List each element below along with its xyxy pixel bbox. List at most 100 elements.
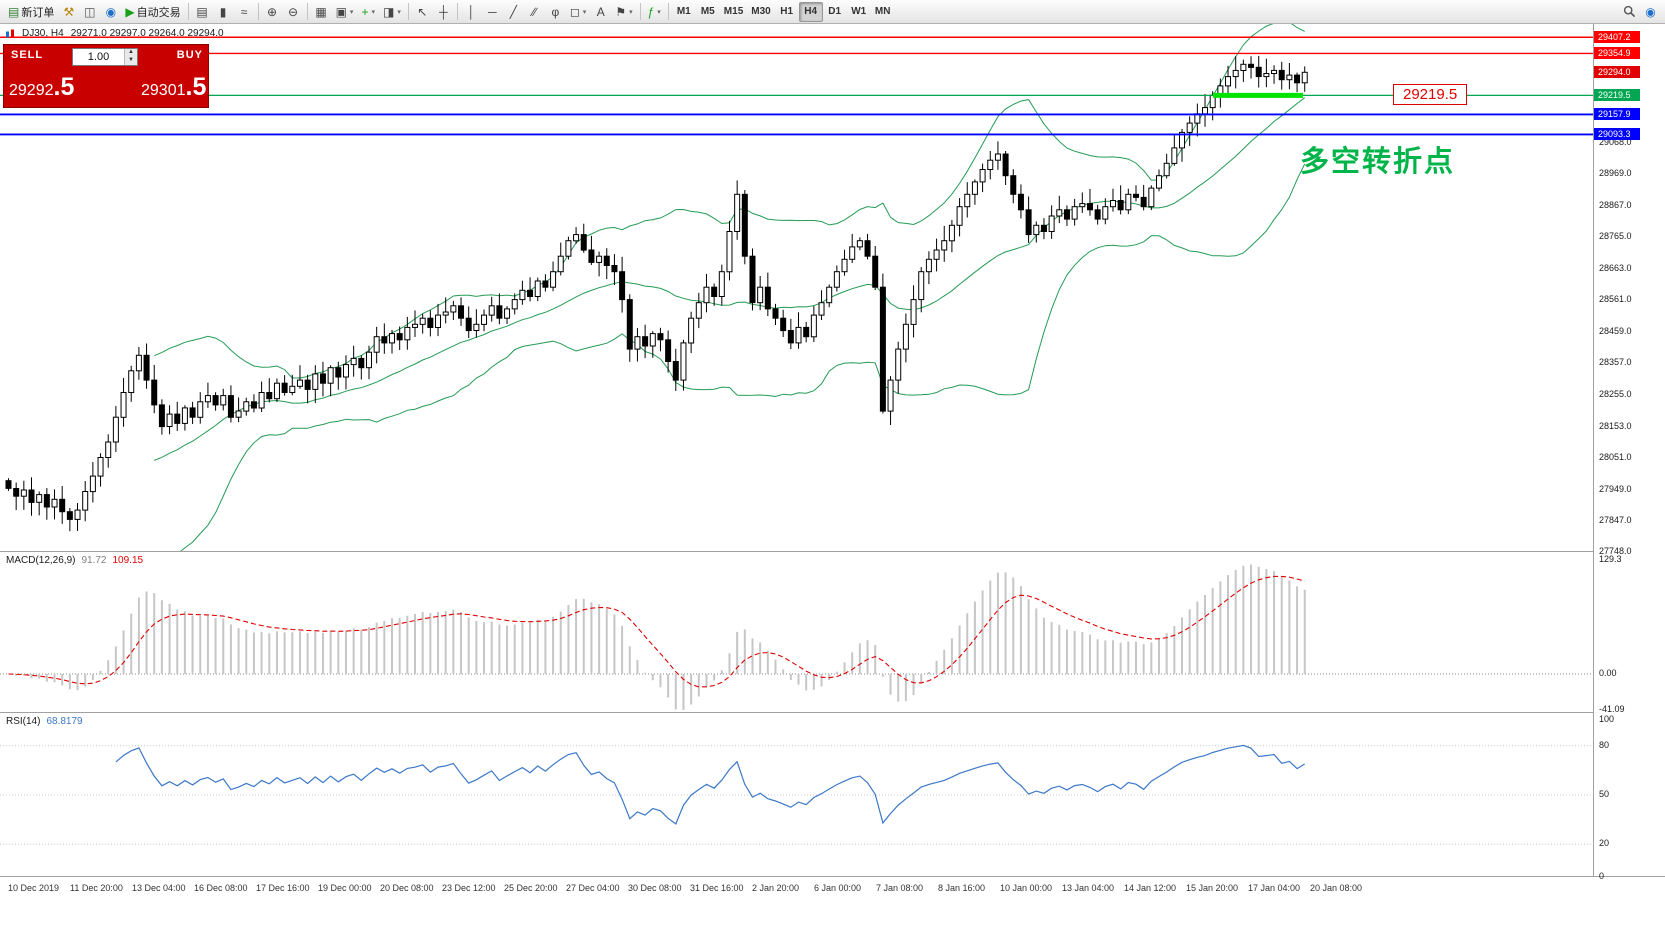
scripts-button[interactable]: ⚒ [58, 2, 79, 22]
timeframe-m1-button[interactable]: M1 [676, 6, 691, 17]
rsi-canvas[interactable] [0, 713, 1593, 877]
toolbar-right: ◉ [1619, 2, 1661, 22]
profiles-button[interactable]: ◨ ▾ [379, 2, 405, 22]
cursor-icon: ↖ [417, 4, 428, 19]
fibonacci-button[interactable]: φ [545, 2, 566, 22]
toolbar-groups: ▤ 新订单 ⚒ ◫ ◉ ▶ 自动交易 ▤ ▮ ≈ ⊕ ⊖ ▦ ▣ ▾ + ▾ ◨ ▾ ↖ ┼ │ ─ ╱ ∕∕ φ ◻ ▾ A ⚑ ▾ ƒ ▾ [4, 2, 665, 22]
cascade-windows-button[interactable]: ▣ ▾ [332, 2, 358, 22]
rsi-name: RSI(14) [6, 716, 41, 727]
time-axis-label: 10 Jan 00:00 [1000, 883, 1053, 893]
toolbar: ▤ 新订单 ⚒ ◫ ◉ ▶ 自动交易 ▤ ▮ ≈ ⊕ ⊖ ▦ ▣ ▾ + ▾ ◨ ▾ ↖ ┼ │ ─ ╱ ∕∕ φ ◻ ▾ A ⚑ ▾ ƒ ▾ … [0, 0, 1665, 24]
indicators-button[interactable]: ƒ ▾ [644, 2, 665, 22]
timeframe-m5-button[interactable]: M5 [700, 6, 715, 17]
symbol-period-label: DJ30, H4 [22, 28, 64, 39]
timeframe-h1-button[interactable]: H1 [780, 6, 794, 17]
crosshair-icon: ┼ [439, 4, 448, 19]
toolbar-separator [187, 3, 189, 20]
cursor-button[interactable]: ↖ [412, 2, 433, 22]
macd-canvas[interactable] [0, 552, 1593, 712]
profiles-icon: ◨ [382, 4, 395, 19]
volume-cell: ▲ ▼ [72, 45, 138, 107]
candlestick-chart-button[interactable]: ▮ [213, 2, 234, 22]
rsi-scale-label: 50 [1599, 789, 1610, 799]
trendline-icon: ╱ [509, 4, 517, 19]
symbol-info: DJ30, H4 29271.0 29297.0 29264.0 29294.0 [5, 28, 224, 39]
volume-input[interactable] [73, 49, 124, 65]
crosshair-button[interactable]: ┼ [433, 2, 454, 22]
zoom-out-icon: ⊖ [288, 4, 299, 19]
macd-scale-label: 0.00 [1599, 668, 1617, 678]
line-chart-button[interactable]: ≈ [234, 2, 255, 22]
time-axis-label: 7 Jan 08:00 [876, 883, 924, 893]
timeframe-d1-button[interactable]: D1 [828, 6, 842, 17]
price-scale-tick: 28969.0 [1599, 167, 1632, 178]
time-axis-label: 23 Dec 12:00 [442, 883, 496, 893]
arrow-button[interactable]: ⚑ ▾ [611, 2, 636, 22]
price-tag: 29157.9 [1594, 108, 1640, 121]
rsi-scale-label: 0 [1599, 871, 1605, 881]
community-panel-button[interactable]: ◉ [1640, 2, 1661, 22]
horizontal-line-button[interactable]: ─ [482, 2, 503, 22]
tile-windows-icon: ▦ [315, 4, 327, 19]
price-tag: 29407.2 [1594, 31, 1640, 44]
time-axis-label: 19 Dec 00:00 [318, 883, 372, 893]
search-button[interactable] [1619, 2, 1640, 22]
sell-button[interactable]: SELL 29292.5 [4, 45, 78, 107]
channel-button[interactable]: ∕∕ [524, 2, 545, 22]
market-button[interactable]: ◫ [79, 2, 100, 22]
rsi-scale-label: 100 [1599, 714, 1615, 724]
timeframe-m15-button[interactable]: M15 [723, 6, 744, 17]
time-axis-label: 30 Dec 08:00 [628, 883, 682, 893]
timeframe-m30-button[interactable]: M30 [751, 6, 771, 17]
price-scale-tick: 27847.0 [1599, 515, 1632, 526]
rsi-scale-label: 80 [1599, 739, 1610, 750]
toolbar-separator [306, 3, 308, 20]
price-chart-canvas[interactable] [0, 24, 1593, 551]
text-button[interactable]: A [590, 2, 611, 22]
auto-trading-button-label: 自动交易 [136, 6, 181, 19]
time-axis-label: 20 Jan 08:00 [1310, 883, 1363, 893]
new-order-button[interactable]: ▤ 新订单 [4, 2, 58, 22]
vertical-line-button[interactable]: │ [461, 2, 482, 22]
time-axis[interactable]: 10 Dec 2019 11 Dec 20:00 13 Dec 04:00 16 De… [0, 876, 1665, 898]
timeframe-h4-button[interactable]: H4 [798, 1, 823, 22]
bar-chart-button[interactable]: ▤ [192, 2, 213, 22]
zoom-out-button[interactable]: ⊖ [283, 2, 304, 22]
new-chart-button[interactable]: + ▾ [357, 2, 379, 22]
dropdown-arrow-icon: ▾ [397, 8, 401, 16]
zoom-in-button[interactable]: ⊕ [262, 2, 283, 22]
time-axis-label: 17 Dec 16:00 [256, 883, 310, 893]
tile-windows-button[interactable]: ▦ [311, 2, 332, 22]
dropdown-arrow-icon: ▾ [349, 8, 354, 16]
price-callout: 29219.5 [1393, 84, 1468, 105]
scripts-icon: ⚒ [63, 4, 75, 19]
price-tag: 29294.0 [1594, 66, 1640, 79]
time-axis-label: 16 Dec 08:00 [194, 883, 248, 893]
dropdown-arrow-icon: ▾ [371, 8, 375, 16]
price-scale-tick: 28561.0 [1599, 294, 1632, 305]
trendline-button[interactable]: ╱ [503, 2, 524, 22]
volume-increase-button[interactable]: ▲ [125, 49, 137, 57]
horizontal-line-icon: ─ [488, 4, 497, 19]
price-scale-tick: 28051.0 [1599, 452, 1632, 463]
price-scale-tick: 29068.0 [1599, 137, 1632, 148]
price-chart-panel: DJ30, H4 29271.0 29297.0 29264.0 29294.0… [0, 24, 1593, 551]
fibonacci-icon: φ [551, 4, 560, 19]
time-axis-label: 10 Dec 2019 [8, 883, 60, 893]
buy-button[interactable]: BUY 29301.5 [136, 45, 210, 107]
shapes-button[interactable]: ◻ ▾ [566, 2, 590, 22]
symbol-icon [6, 29, 14, 37]
timeframe-w1-button[interactable]: W1 [851, 6, 867, 17]
toolbar-separator [407, 3, 409, 20]
auto-trading-button[interactable]: ▶ 自动交易 [121, 2, 184, 22]
new-order-icon: ▤ [8, 4, 20, 19]
bar-chart-icon: ▤ [196, 4, 208, 19]
price-tag: 29219.5 [1594, 89, 1640, 102]
volume-spinner: ▲ ▼ [124, 49, 137, 65]
volume-decrease-button[interactable]: ▼ [125, 57, 137, 65]
community-button[interactable]: ◉ [100, 2, 121, 22]
timeframe-mn-button[interactable]: MN [874, 6, 891, 17]
price-scale[interactable]: 29068.0 28969.0 28867.0 28765.0 28663.0 28561… [1593, 24, 1665, 881]
dropdown-arrow-icon: ▾ [657, 8, 661, 16]
